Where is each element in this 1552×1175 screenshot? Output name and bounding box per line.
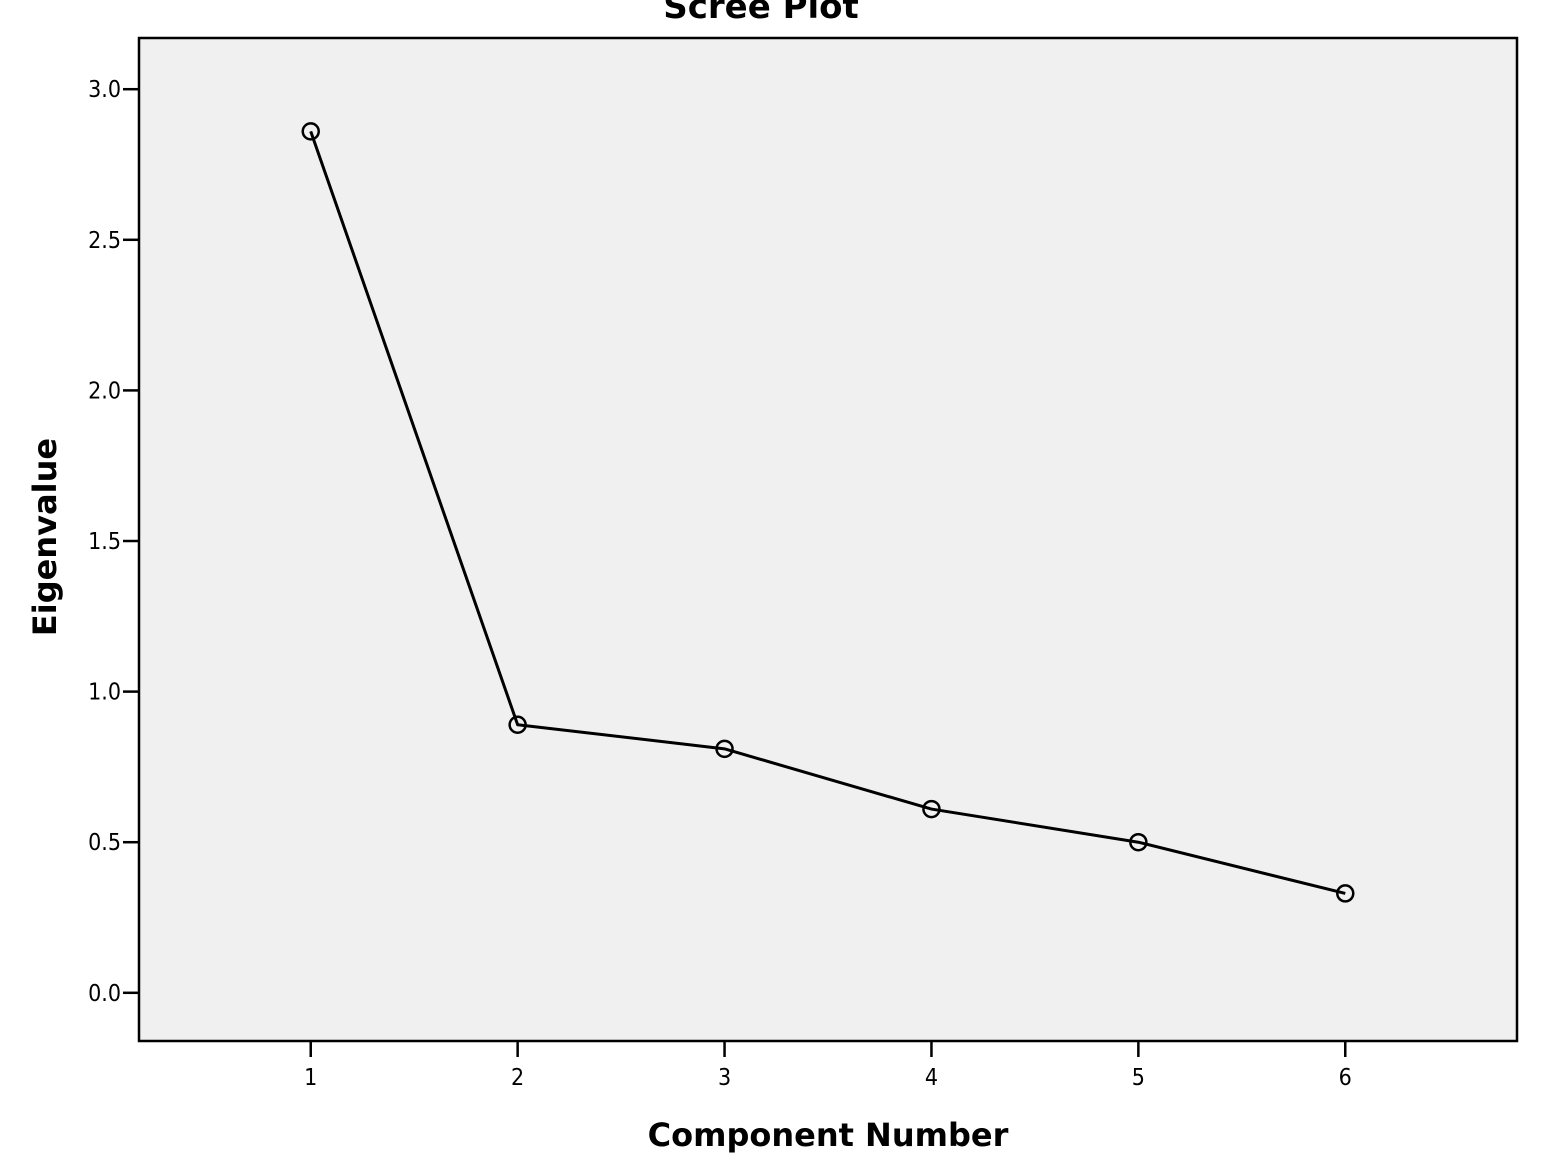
data-point-marker <box>301 122 320 141</box>
y-tick-label: 1.5 <box>88 529 121 555</box>
x-tick-label: 5 <box>1132 1065 1145 1091</box>
x-axis-label: Component Number <box>648 1116 1009 1154</box>
data-series <box>301 122 1355 903</box>
plot-area <box>137 36 1519 1043</box>
data-point-marker <box>1129 832 1148 852</box>
x-tick-label: 2 <box>511 1065 524 1091</box>
x-tick-label: 6 <box>1339 1065 1352 1091</box>
y-tick-label: 1.0 <box>88 680 121 706</box>
y-tick-label: 0.0 <box>88 981 121 1007</box>
y-axis-label: Eigenvalue <box>26 438 64 636</box>
y-tick-label: 2.0 <box>88 378 121 404</box>
y-tick-label: 2.5 <box>88 228 121 254</box>
data-point-marker <box>508 715 527 734</box>
y-tick-label: 0.5 <box>88 830 121 856</box>
y-axis-ticks: 0.0 0.5 1.0 1.5 2.0 2.5 3.0 <box>88 77 139 1007</box>
x-tick-label: 4 <box>925 1065 938 1091</box>
x-tick-label: 1 <box>304 1065 317 1091</box>
x-tick-label: 3 <box>718 1065 731 1091</box>
data-point-marker <box>1336 884 1355 903</box>
data-point-marker <box>922 799 941 819</box>
x-axis-ticks: 1 2 3 4 5 6 <box>304 1041 1352 1091</box>
chart-title: Scree Plot <box>663 0 859 27</box>
y-tick-label: 3.0 <box>88 77 121 103</box>
series-line <box>309 130 1346 895</box>
data-point-marker <box>715 739 734 759</box>
